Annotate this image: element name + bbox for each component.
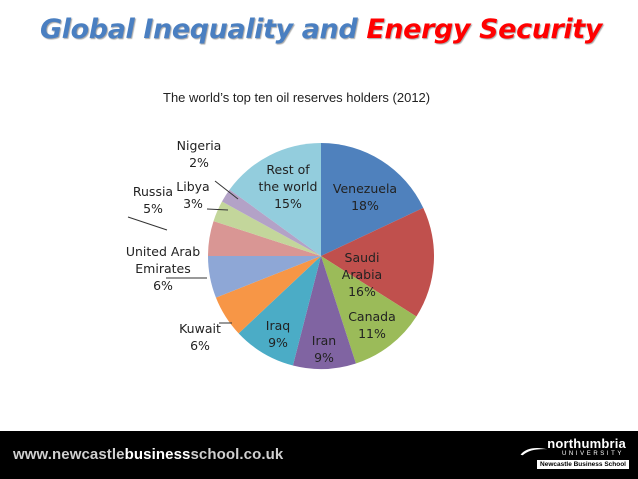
chart-title: The world’s top ten oil reserves holders… [163, 90, 431, 105]
slice-labels: Venezuela 18% Saudi Arabia 16% Canada 11% Iran 9… [126, 138, 397, 365]
footer-url[interactable]: www.newcastlebusinessschool.co.uk [13, 446, 283, 463]
leader-line-russia [127, 216, 168, 231]
pie-slice-united-arab-emirates [208, 256, 321, 298]
pie-slice-canada [321, 256, 417, 364]
footer-url-part2: business [124, 446, 191, 463]
pie-slice-russia [208, 221, 321, 256]
pie-slice-kuwait [215, 256, 321, 334]
university-subtitle: UNIVERSITY [561, 451, 624, 457]
slice-label-nigeria: Nigeria 2% [177, 138, 222, 170]
pie-slice-iraq [238, 256, 321, 366]
slide-title-part1: Global Inequality and [40, 14, 367, 45]
pie-slices [208, 143, 435, 370]
pie-slice-saudi-arabia [321, 207, 435, 317]
slice-label-iran: Iran 9% [312, 333, 336, 365]
slice-label-rest-of-the-world: Rest of the world 15% [259, 162, 318, 211]
university-swoosh-icon [520, 447, 548, 456]
slice-label-saudi-arabia: Saudi Arabia 16% [342, 250, 382, 299]
pie-slice-nigeria [221, 189, 321, 256]
pie-slice-libya [213, 201, 321, 256]
school-name: Newcastle Business School [537, 460, 629, 469]
slice-label-iraq: Iraq 9% [266, 318, 290, 350]
leader-lines [127, 180, 239, 324]
slice-label-libya: Libya 3% [176, 179, 209, 211]
leader-line-nigeria [214, 180, 239, 200]
pie-chart: Venezuela 18% Saudi Arabia 16% Canada 11% Iran 9… [126, 138, 435, 370]
pie-slice-venezuela [321, 143, 424, 256]
footer-url-part1: www.newcastle [13, 446, 125, 463]
slide-title: Global Inequality and Energy Security [40, 14, 602, 45]
slice-label-canada: Canada 11% [348, 309, 396, 341]
slice-label-kuwait: Kuwait 6% [179, 321, 221, 353]
pie-slice-rest-of-the-world [229, 143, 321, 256]
pie-slice-iran [292, 256, 356, 370]
footer-bar: www.newcastlebusinessschool.co.uk northu… [0, 431, 638, 479]
slice-label-russia: Russia 5% [133, 184, 173, 216]
footer-url-part3: school.co.uk [190, 446, 284, 463]
slice-label-united-arab-emirates: United Arab Emirates 6% [126, 244, 200, 293]
leader-line-libya [206, 208, 229, 211]
slide-title-part2: Energy Security [366, 14, 602, 45]
slice-label-venezuela: Venezuela 18% [333, 181, 397, 213]
university-name: northumbria [547, 436, 626, 451]
